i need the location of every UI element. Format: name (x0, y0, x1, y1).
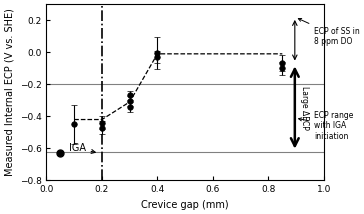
Text: Large ΔECP: Large ΔECP (300, 86, 309, 129)
Y-axis label: Measured Internal ECP (V vs. SHE): Measured Internal ECP (V vs. SHE) (4, 8, 14, 176)
Text: IGA: IGA (69, 143, 95, 153)
X-axis label: Crevice gap (mm): Crevice gap (mm) (141, 200, 229, 210)
Text: ECP range
with IGA
initiation: ECP range with IGA initiation (298, 111, 353, 141)
Text: ECP of SS in
8 ppm DO: ECP of SS in 8 ppm DO (298, 18, 360, 46)
